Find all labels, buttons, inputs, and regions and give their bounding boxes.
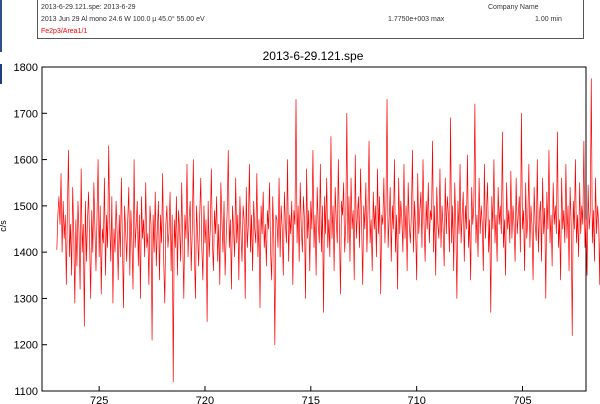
company-name-text: Company Name <box>488 4 539 11</box>
x-tick-label: 715 <box>302 395 320 404</box>
y-tick-label: 1500 <box>14 201 38 213</box>
y-tick-label: 1100 <box>14 386 38 398</box>
x-tick-label: 725 <box>90 395 108 404</box>
x-axis: 725 720 715 710 705 <box>90 386 532 404</box>
y-tick-label: 1600 <box>14 155 38 167</box>
y-tick-label: 1200 <box>14 340 38 352</box>
chart-title: 2013-6-29.121.spe <box>263 49 364 63</box>
y-tick-label: 1800 <box>14 62 38 74</box>
y-tick-label: 1400 <box>14 247 38 259</box>
spectrum-series-line <box>56 78 600 383</box>
y-tick-label: 1300 <box>14 293 38 305</box>
file-info-text: 2013-6-29.121.spe: 2013-6-29 <box>41 4 136 11</box>
y-axis-label: c/s <box>0 220 8 232</box>
spectrum-info-panel: 2013-6-29.121.spe: 2013-6-29 Company Nam… <box>37 0 584 39</box>
series-group <box>56 78 600 383</box>
window-edge-bar <box>0 0 2 52</box>
y-tick-label: 1700 <box>14 108 38 120</box>
window-edge-bar-lower <box>0 64 2 84</box>
y-axis: 1100 1200 1300 1400 1500 1600 1700 1800 <box>14 62 47 398</box>
x-tick-label: 720 <box>196 395 214 404</box>
x-tick-label: 705 <box>513 395 531 404</box>
region-label-text: Fe2p3/Area1/1 <box>41 28 88 35</box>
max-counts-text: 1.7750e+003 max <box>388 16 445 23</box>
acquisition-time-text: 1.00 min <box>535 16 562 23</box>
acquisition-settings-text: 2013 Jun 29 Al mono 24.6 W 100.0 µ 45.0°… <box>41 16 205 23</box>
x-tick-label: 710 <box>407 395 425 404</box>
